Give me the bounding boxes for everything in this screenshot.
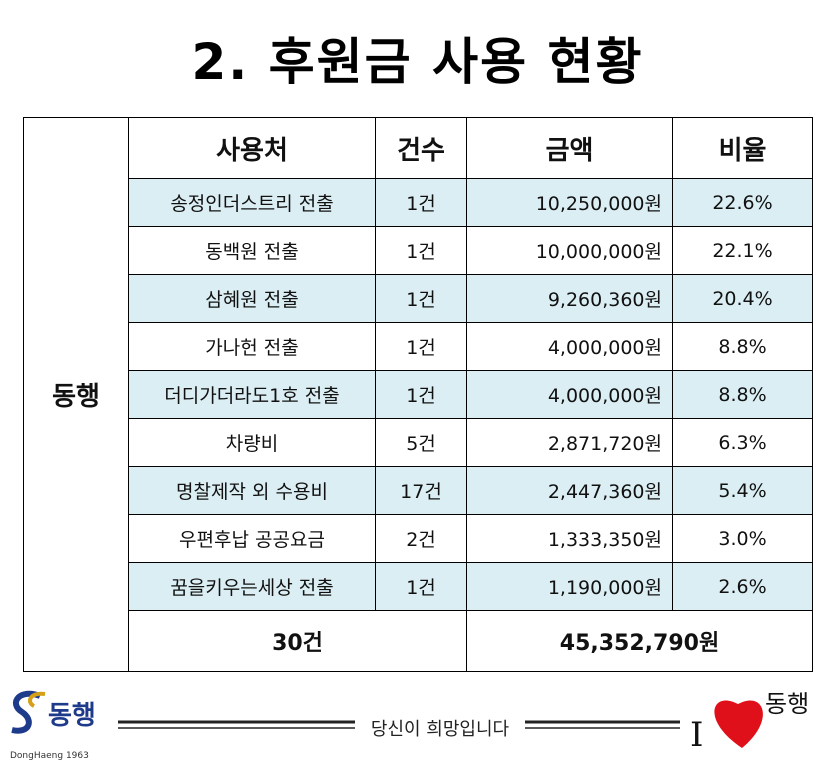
heart	[714, 700, 763, 748]
data-row: 더디가더라도1호 전출 1건 4,000,000원 8.8%	[24, 370, 813, 419]
data-row: 차량비 5건 2,871,720원 6.3%	[24, 418, 813, 467]
slogan-bg	[355, 713, 525, 743]
footer: 동행 DongHaeng 1963 당신이 희망입니다 I 동행	[10, 690, 809, 761]
data-cell: 1건	[375, 178, 467, 227]
data-row: 꿈을키우는세상 전출 1건 1,190,000원 2.6%	[24, 562, 813, 611]
header-row: 동행 사용처 건수 금액 비율	[23, 117, 813, 672]
left-caption: DongHaeng 1963	[10, 751, 89, 761]
total-row: 30건 45,352,790원	[24, 610, 813, 672]
data-cell: 20.4%	[672, 274, 813, 323]
data-cell: 차량비	[128, 418, 376, 467]
data-cell: 삼혜원 전출	[128, 274, 376, 323]
header-cell: 금액	[466, 117, 673, 179]
data-cell: 꿈을키우는세상 전출	[128, 562, 376, 611]
usage-table: 동행 사용처 건수 금액 비율 송정인더스트리 전출 1건 10,250,000원 2…	[23, 117, 813, 672]
data-cell: 8.8%	[672, 370, 813, 419]
data-cell: 우편후납 공공요금	[128, 514, 376, 563]
data-cell: 6.3%	[672, 418, 813, 467]
data-cell: 8.8%	[672, 322, 813, 371]
data-cell: 명찰제작 외 수용비	[128, 466, 376, 515]
data-cell: 10,250,000원	[466, 178, 673, 227]
data-cell: 5.4%	[672, 466, 813, 515]
data-cell: 4,000,000원	[466, 322, 673, 371]
data-cell: 2,871,720원	[466, 418, 673, 467]
data-cell: 더디가더라도1호 전출	[128, 370, 376, 419]
data-cell: 22.6%	[672, 178, 813, 227]
data-cell: 1건	[375, 370, 467, 419]
header-cell: 사용처	[128, 117, 376, 179]
data-cell: 2.6%	[672, 562, 813, 611]
total-cell: 45,352,790원	[466, 610, 813, 672]
data-row: 우편후납 공공요금 2건 1,333,350원 3.0%	[24, 514, 813, 563]
header-cell: 건수	[375, 117, 467, 179]
data-cell: 2건	[375, 514, 467, 563]
data-cell: 동백원 전출	[128, 226, 376, 275]
data-cell: 1,333,350원	[466, 514, 673, 563]
data-cell: 3.0%	[672, 514, 813, 563]
data-row: 가나헌 전출 1건 4,000,000원 8.8%	[24, 322, 813, 371]
group-cell: 동행	[23, 117, 129, 672]
data-row: 동백원 전출 1건 10,000,000원 22.1%	[24, 226, 813, 275]
data-cell: 22.1%	[672, 226, 813, 275]
title: 2. 후원금 사용 현황	[191, 33, 644, 91]
data-row: 송정인더스트리 전출 1건 10,250,000원 22.6%	[24, 178, 813, 227]
logo-swirl	[28, 691, 46, 708]
slogan: 당신이 희망입니다	[371, 719, 510, 740]
data-cell: 1건	[375, 562, 467, 611]
data-row: 삼혜원 전출 1건 9,260,360원 20.4%	[24, 274, 813, 323]
data-cell: 2,447,360원	[466, 466, 673, 515]
table-body: 동행 사용처 건수 금액 비율 송정인더스트리 전출 1건 10,250,000원 2…	[23, 117, 813, 672]
data-cell: 5건	[375, 418, 467, 467]
data-cell: 가나헌 전출	[128, 322, 376, 371]
data-cell: 10,000,000원	[466, 226, 673, 275]
data-cell: 송정인더스트리 전출	[128, 178, 376, 227]
data-cell: 1,190,000원	[466, 562, 673, 611]
right-logo-i: I	[690, 715, 703, 755]
header-cell: 비율	[672, 117, 813, 179]
logo-swirl	[11, 690, 42, 734]
total-cell: 30건	[128, 610, 467, 672]
data-cell: 1건	[375, 322, 467, 371]
right-logo: 동행	[765, 690, 809, 718]
data-row: 명찰제작 외 수용비 17건 2,447,360원 5.4%	[24, 466, 813, 515]
data-cell: 9,260,360원	[466, 274, 673, 323]
data-cell: 1건	[375, 274, 467, 323]
data-cell: 1건	[375, 226, 467, 275]
data-cell: 4,000,000원	[466, 370, 673, 419]
data-cell: 17건	[375, 466, 467, 515]
left-logo: 동행	[48, 701, 96, 731]
